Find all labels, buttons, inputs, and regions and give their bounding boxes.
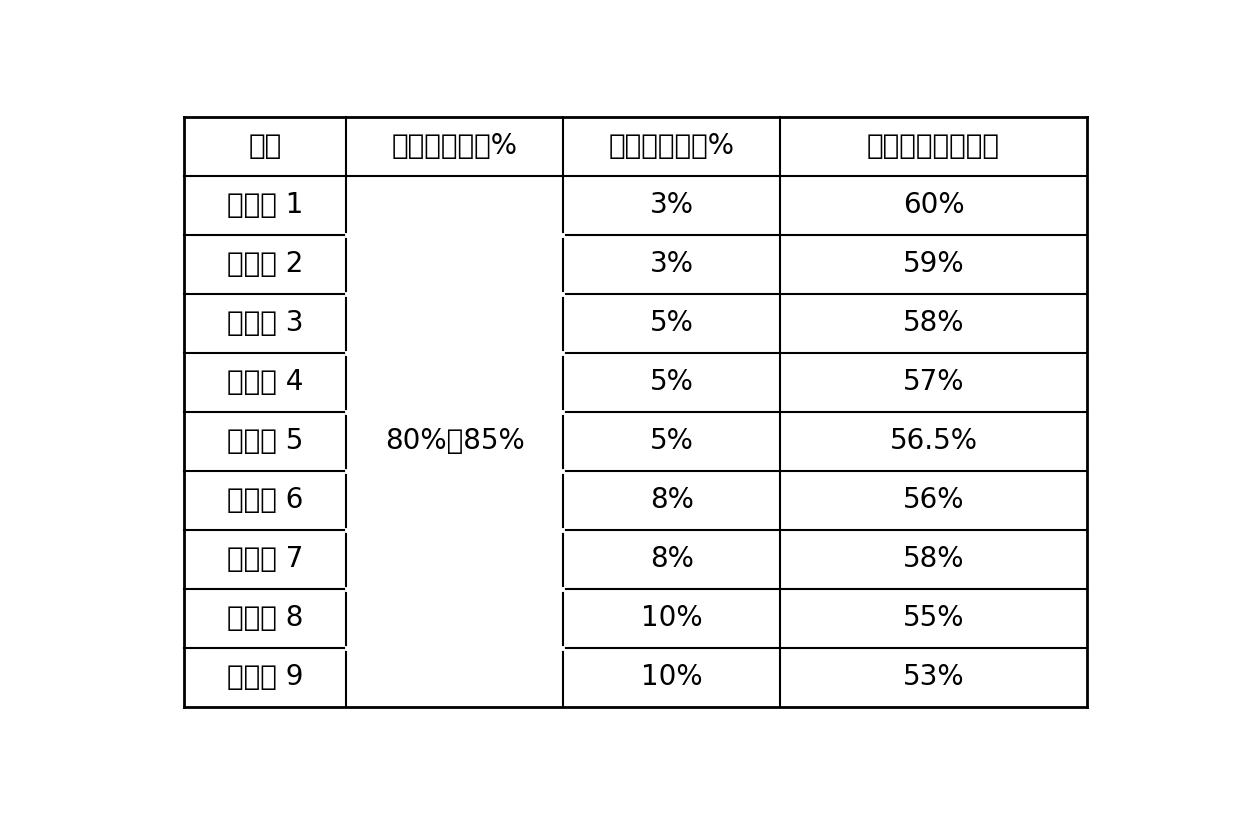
- Text: 实施例 1: 实施例 1: [227, 191, 304, 219]
- Text: 实施例 5: 实施例 5: [227, 427, 304, 455]
- Text: 实施例 2: 实施例 2: [227, 250, 304, 278]
- Text: 实施例 8: 实施例 8: [227, 604, 304, 632]
- Text: 5%: 5%: [650, 427, 693, 455]
- Text: 56.5%: 56.5%: [889, 427, 977, 455]
- Text: 实施例 4: 实施例 4: [227, 368, 304, 396]
- Text: 5%: 5%: [650, 368, 693, 396]
- Text: 56%: 56%: [903, 486, 965, 514]
- Text: 5%: 5%: [650, 309, 693, 337]
- Text: 59%: 59%: [903, 250, 965, 278]
- Text: 10%: 10%: [641, 663, 702, 691]
- Text: 58%: 58%: [903, 309, 965, 337]
- Text: 8%: 8%: [650, 545, 693, 573]
- Text: 处理后污泥含水率: 处理后污泥含水率: [867, 132, 1001, 160]
- Text: 3%: 3%: [650, 191, 693, 219]
- Text: 57%: 57%: [903, 368, 965, 396]
- Text: 3%: 3%: [650, 250, 693, 278]
- Text: 药剂投加量，%: 药剂投加量，%: [609, 132, 734, 160]
- Text: 实施例 6: 实施例 6: [227, 486, 304, 514]
- Text: 样品: 样品: [248, 132, 281, 160]
- Text: 55%: 55%: [903, 604, 965, 632]
- Text: 10%: 10%: [641, 604, 702, 632]
- Text: 8%: 8%: [650, 486, 693, 514]
- Text: 实施例 9: 实施例 9: [227, 663, 304, 691]
- Text: 53%: 53%: [903, 663, 965, 691]
- Text: 实施例 7: 实施例 7: [227, 545, 304, 573]
- Text: 80%～85%: 80%～85%: [384, 427, 525, 455]
- Text: 60%: 60%: [903, 191, 965, 219]
- Text: 58%: 58%: [903, 545, 965, 573]
- Text: 原泥含水率，%: 原泥含水率，%: [392, 132, 518, 160]
- Text: 实施例 3: 实施例 3: [227, 309, 304, 337]
